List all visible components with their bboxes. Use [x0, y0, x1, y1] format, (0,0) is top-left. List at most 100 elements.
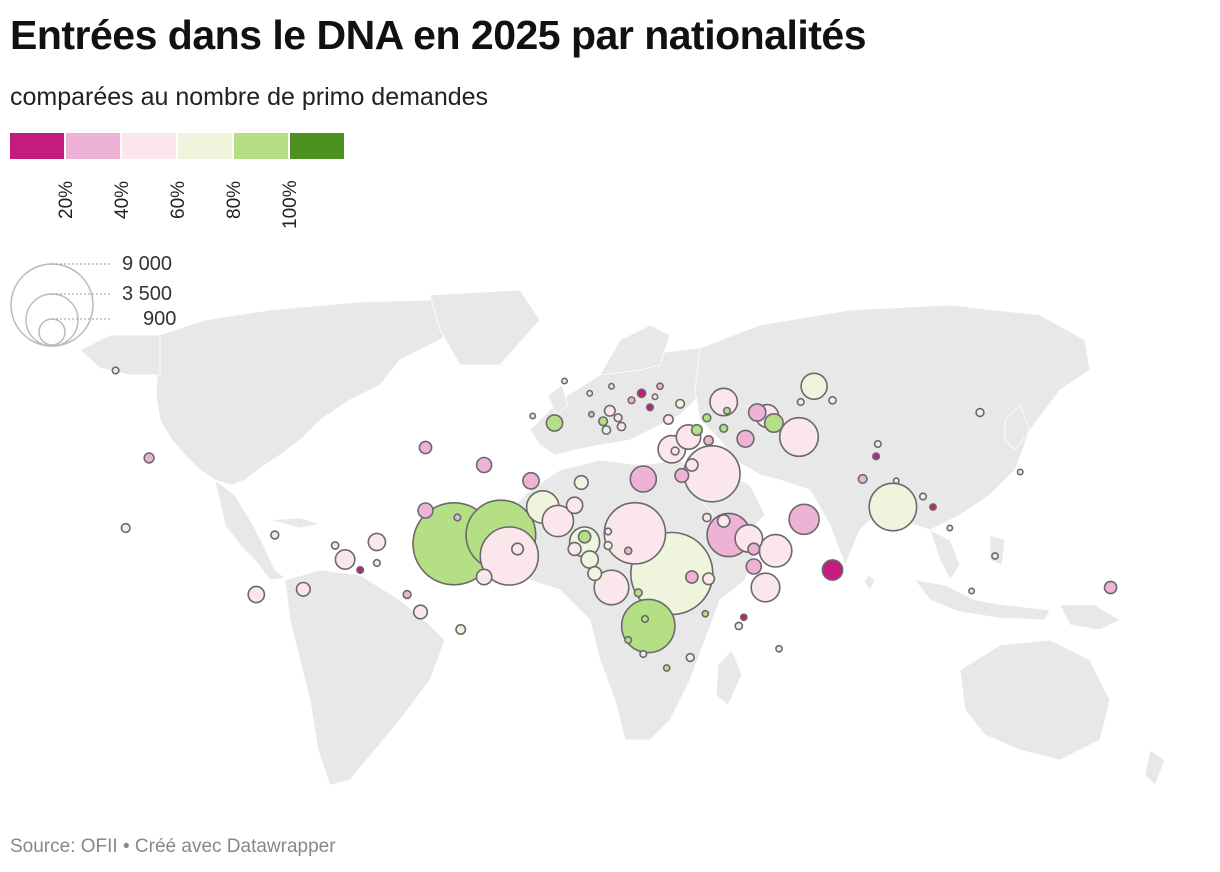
country-bubble[interactable]: [522, 471, 540, 490]
country-bubble[interactable]: [640, 614, 650, 624]
country-bubble[interactable]: [603, 527, 613, 536]
country-bubble[interactable]: [295, 581, 311, 597]
country-bubble[interactable]: [991, 552, 999, 560]
country-bubble[interactable]: [718, 423, 729, 434]
country-bubble[interactable]: [734, 621, 744, 631]
country-bubble[interactable]: [455, 623, 467, 635]
country-bubble[interactable]: [580, 550, 600, 569]
country-bubble[interactable]: [701, 572, 716, 586]
country-bubble[interactable]: [616, 421, 627, 432]
country-bubble[interactable]: [545, 414, 564, 432]
country-bubble[interactable]: [603, 501, 667, 565]
country-bubble[interactable]: [775, 644, 783, 653]
country-bubble[interactable]: [565, 496, 584, 515]
country-bubble[interactable]: [597, 416, 609, 427]
country-bubble[interactable]: [603, 540, 613, 551]
country-bubble[interactable]: [603, 404, 616, 417]
country-bubble[interactable]: [624, 635, 633, 645]
country-bubble[interactable]: [701, 609, 710, 618]
country-bubble[interactable]: [662, 664, 671, 672]
country-bubble[interactable]: [739, 613, 748, 622]
country-bubble[interactable]: [670, 446, 680, 456]
country-bubble[interactable]: [736, 429, 755, 449]
country-bubble[interactable]: [745, 558, 763, 575]
country-bubble[interactable]: [702, 413, 712, 423]
country-bubble[interactable]: [247, 585, 266, 604]
country-bubble[interactable]: [1016, 468, 1024, 476]
country-bubble[interactable]: [892, 477, 900, 485]
country-bubble[interactable]: [270, 530, 280, 540]
country-bubble[interactable]: [620, 598, 676, 654]
country-bubble[interactable]: [633, 588, 643, 598]
country-bubble[interactable]: [788, 503, 820, 536]
country-bubble[interactable]: [607, 382, 615, 390]
country-bubble[interactable]: [946, 524, 954, 532]
country-bubble[interactable]: [475, 456, 493, 474]
country-bubble[interactable]: [623, 546, 633, 556]
country-bubble[interactable]: [722, 406, 732, 415]
country-bubble[interactable]: [577, 529, 592, 544]
country-bubble[interactable]: [1103, 580, 1118, 595]
country-bubble[interactable]: [716, 514, 731, 528]
country-bubble[interactable]: [873, 439, 882, 449]
country-bubble[interactable]: [587, 565, 603, 582]
country-bubble[interactable]: [587, 410, 595, 418]
country-bubble[interactable]: [645, 403, 655, 412]
country-bubble[interactable]: [703, 435, 715, 447]
country-bubble[interactable]: [636, 388, 647, 399]
country-bubble[interactable]: [629, 465, 658, 493]
country-bubble[interactable]: [367, 532, 387, 552]
country-bubble[interactable]: [453, 513, 462, 522]
country-bubble[interactable]: [412, 604, 429, 620]
country-bubble[interactable]: [475, 568, 493, 586]
country-bubble[interactable]: [674, 398, 686, 409]
country-bubble[interactable]: [627, 396, 636, 405]
country-bubble[interactable]: [683, 445, 741, 503]
country-bubble[interactable]: [479, 526, 540, 586]
country-bubble[interactable]: [418, 440, 433, 455]
country-bubble[interactable]: [747, 542, 761, 556]
country-bubble[interactable]: [651, 393, 659, 401]
country-bubble[interactable]: [674, 467, 690, 484]
country-bubble[interactable]: [567, 541, 582, 557]
country-bubble[interactable]: [372, 558, 382, 568]
country-bubble[interactable]: [685, 652, 695, 663]
country-bubble[interactable]: [968, 587, 976, 595]
country-bubble[interactable]: [857, 473, 868, 485]
country-bubble[interactable]: [868, 482, 918, 532]
country-bubble[interactable]: [573, 474, 589, 491]
country-bubble[interactable]: [750, 572, 781, 603]
country-bubble[interactable]: [330, 541, 340, 550]
country-bubble[interactable]: [685, 458, 699, 472]
country-bubble[interactable]: [510, 542, 525, 556]
country-bubble[interactable]: [796, 397, 805, 407]
country-bubble[interactable]: [690, 423, 704, 437]
country-bubble[interactable]: [120, 522, 131, 534]
country-bubble[interactable]: [613, 413, 623, 423]
country-bubble[interactable]: [560, 377, 568, 385]
country-bubble[interactable]: [593, 569, 630, 606]
country-bubble[interactable]: [143, 452, 155, 464]
country-bubble[interactable]: [685, 570, 699, 584]
country-bubble[interactable]: [763, 413, 784, 434]
country-bubble[interactable]: [871, 452, 881, 461]
country-bubble[interactable]: [975, 407, 985, 418]
country-bubble[interactable]: [111, 366, 120, 375]
country-bubble[interactable]: [821, 559, 844, 581]
country-bubble[interactable]: [334, 548, 356, 570]
country-bubble[interactable]: [702, 512, 712, 523]
country-bubble[interactable]: [656, 382, 664, 391]
country-bubble[interactable]: [929, 503, 937, 511]
country-bubble[interactable]: [639, 649, 648, 659]
country-bubble[interactable]: [402, 589, 412, 600]
country-bubble[interactable]: [417, 502, 434, 519]
country-bubble[interactable]: [828, 395, 837, 405]
country-bubble[interactable]: [601, 425, 612, 435]
country-bubble[interactable]: [356, 565, 365, 575]
country-bubble[interactable]: [586, 389, 594, 397]
country-bubble[interactable]: [541, 504, 575, 538]
country-bubble[interactable]: [529, 412, 537, 420]
country-bubble[interactable]: [778, 416, 820, 458]
country-bubble[interactable]: [758, 533, 793, 568]
country-bubble[interactable]: [747, 403, 767, 422]
